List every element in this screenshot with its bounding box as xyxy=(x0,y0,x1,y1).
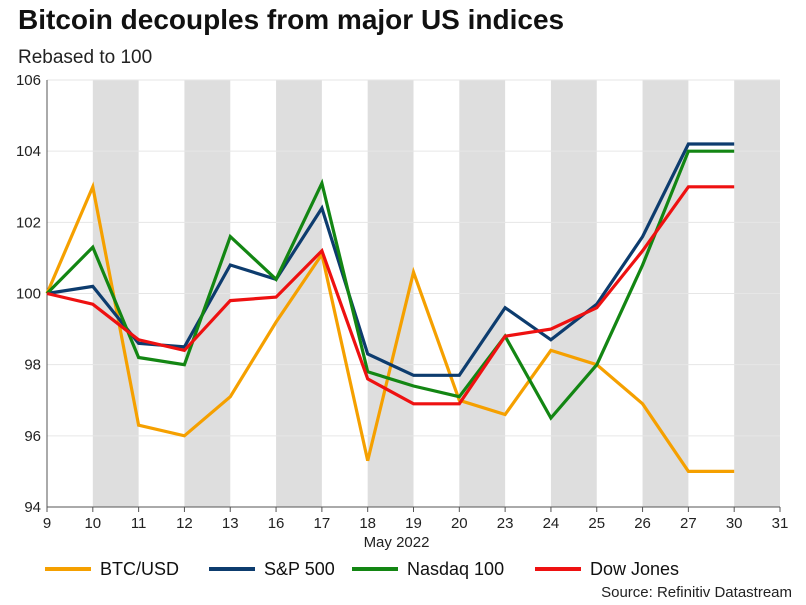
source-note: Source: Refinitiv Datastream xyxy=(601,584,792,601)
legend-label-sp500: S&P 500 xyxy=(264,558,335,579)
y-tick-label: 100 xyxy=(16,286,41,303)
line-chart: 94 96 98 100 102 104 106 9 10 11 12 13 16 17 18 19 20 23 2… xyxy=(16,72,789,551)
legend-label-btc: BTC/USD xyxy=(100,558,180,579)
x-tick-label: 20 xyxy=(451,515,468,532)
x-tick-label: 19 xyxy=(405,515,422,532)
x-tick-label: 23 xyxy=(497,515,514,532)
series-line-btc-usd xyxy=(45,181,735,473)
x-tick-label: 17 xyxy=(314,515,331,532)
x-tick-label: 27 xyxy=(680,515,697,532)
chart-title: Bitcoin decouples from major US indices xyxy=(18,4,565,35)
legend-item-btc: BTC/USD xyxy=(45,557,179,581)
x-tick-label: 9 xyxy=(43,515,51,532)
legend-item-nasdaq: Nasdaq 100 xyxy=(352,557,504,581)
series-line-nasdaq-100 xyxy=(45,149,735,421)
legend-label-nasdaq: Nasdaq 100 xyxy=(407,558,505,579)
y-tick-label: 106 xyxy=(16,72,41,89)
legend-item-dow: Dow Jones xyxy=(535,557,679,581)
x-tick-label: 31 xyxy=(772,515,789,532)
legend-swatch-dow xyxy=(535,567,581,571)
y-tick-label: 98 xyxy=(24,357,41,374)
chart-subtitle: Rebased to 100 xyxy=(18,47,153,68)
x-tick-label: 26 xyxy=(634,515,651,532)
x-tick-label: 10 xyxy=(84,515,101,532)
legend-item-sp500: S&P 500 xyxy=(209,557,335,581)
legend-swatch-sp500 xyxy=(209,567,255,571)
y-tick-label: 104 xyxy=(16,143,41,160)
y-tick-label: 94 xyxy=(24,499,41,516)
x-tick-label: 24 xyxy=(543,515,560,532)
x-tick-label: 13 xyxy=(222,515,239,532)
x-tick-label: 18 xyxy=(359,515,376,532)
legend-label-dow: Dow Jones xyxy=(590,558,680,579)
legend: BTC/USD S&P 500 Nasdaq 100 Dow Jones xyxy=(0,557,806,581)
y-tick-label: 102 xyxy=(16,214,41,231)
x-tick-label: 25 xyxy=(588,515,605,532)
legend-swatch-nasdaq xyxy=(352,567,398,571)
y-tick-label: 96 xyxy=(24,428,41,445)
x-tick-label: 12 xyxy=(176,515,193,532)
legend-swatch-btc xyxy=(45,567,91,571)
series-line-dow-jones xyxy=(46,185,735,406)
x-tick-label: 30 xyxy=(726,515,743,532)
x-tick-label: 16 xyxy=(268,515,285,532)
x-axis-title: May 2022 xyxy=(364,534,430,551)
x-tick-label: 11 xyxy=(131,515,147,532)
